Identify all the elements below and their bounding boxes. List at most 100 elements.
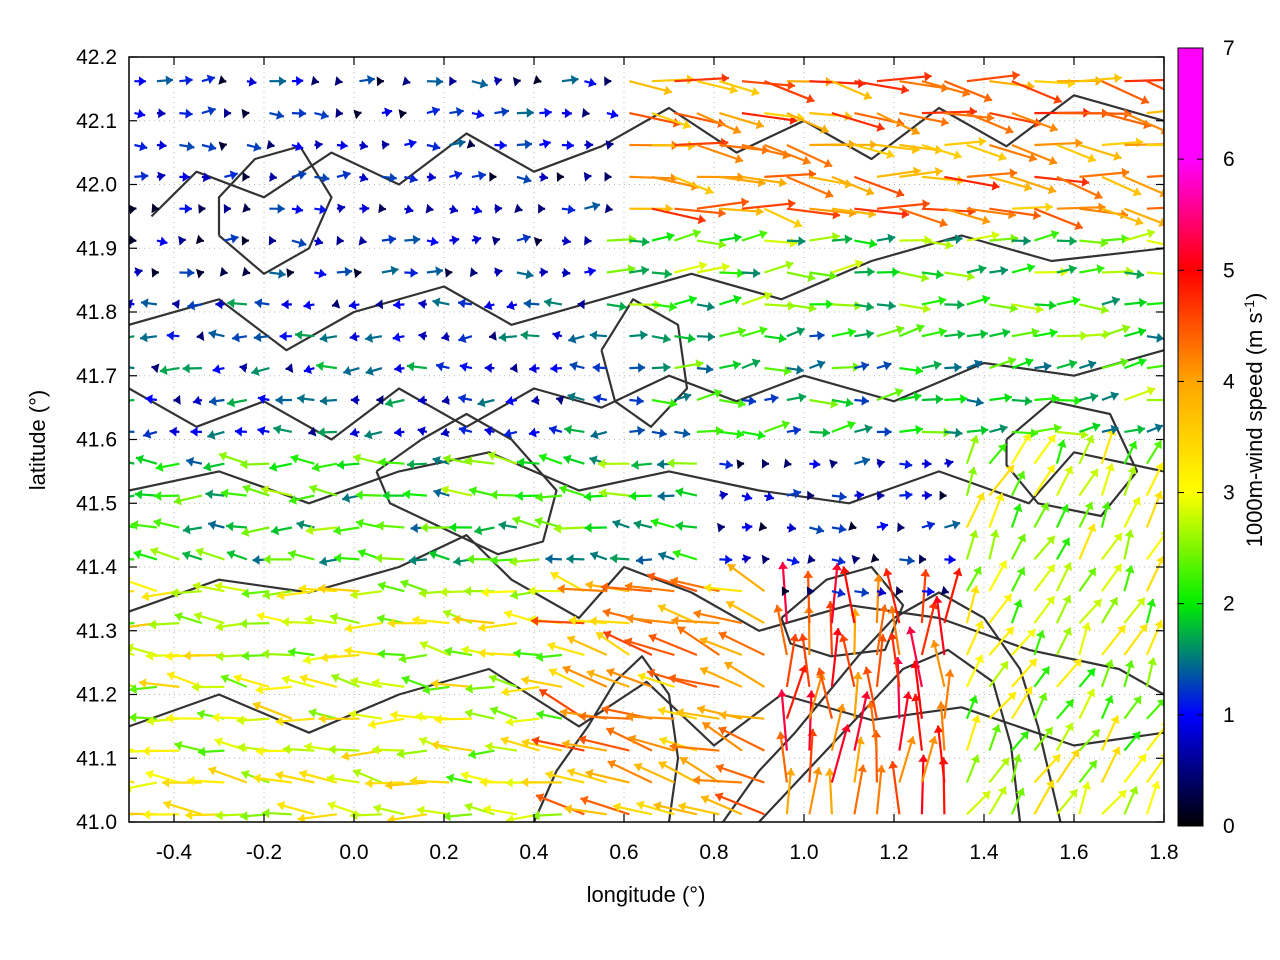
wind-arrow-head <box>522 233 531 244</box>
wind-arrow <box>651 428 667 439</box>
wind-arrow-head <box>682 119 691 130</box>
wind-arrow-head <box>549 425 558 435</box>
wind-arrow <box>516 269 534 280</box>
wind-arrow <box>764 333 787 344</box>
wind-arrow <box>562 665 608 688</box>
wind-arrow-head <box>336 235 344 246</box>
wind-arrow-head <box>165 75 173 86</box>
wind-arrow-head <box>474 525 483 536</box>
wind-arrow <box>1056 698 1075 720</box>
wind-arrow-shaft <box>875 574 880 624</box>
wind-arrow <box>142 746 180 757</box>
wind-arrow-head <box>641 265 649 276</box>
wind-arrow-shaft <box>1011 80 1063 103</box>
wind-arrow-head <box>793 218 802 228</box>
wind-arrow-head <box>904 459 913 470</box>
wind-arrow <box>854 266 875 277</box>
wind-arrow-head <box>1091 729 1100 738</box>
wind-arrow-head <box>978 264 987 275</box>
wind-arrow-head <box>215 651 224 662</box>
wind-arrow-head <box>751 358 761 368</box>
wind-arrow <box>297 393 315 404</box>
wind-arrow <box>237 742 270 753</box>
wind-arrow <box>561 140 574 151</box>
wind-arrow-head <box>1094 190 1103 200</box>
wind-arrow <box>624 581 675 593</box>
wind-arrow <box>156 108 166 119</box>
wind-arrow-head <box>473 235 482 245</box>
wind-arrow <box>246 76 257 87</box>
wind-arrow-head <box>153 518 162 528</box>
wind-arrow-head <box>564 424 572 435</box>
wind-arrow-head <box>458 333 467 344</box>
wind-arrow-head <box>734 154 743 164</box>
wind-arrow <box>850 608 861 656</box>
wind-arrow <box>557 583 607 594</box>
wind-arrow-shaft <box>876 169 921 178</box>
wind-arrow <box>966 70 1020 83</box>
wind-arrow-head <box>371 678 380 688</box>
wind-arrow <box>449 107 464 117</box>
wind-arrow-shaft <box>842 566 856 624</box>
wind-arrow <box>279 331 292 342</box>
wind-arrow-head <box>528 585 536 596</box>
wind-arrow <box>520 330 540 341</box>
wind-arrow-head <box>257 426 266 436</box>
wind-arrow <box>1079 237 1109 248</box>
wind-arrow <box>696 425 724 436</box>
wind-arrow-head <box>521 777 529 788</box>
wind-arrow-head <box>915 424 923 435</box>
wind-arrow-head <box>1109 597 1118 607</box>
wind-arrow-head <box>922 199 930 210</box>
wind-arrow <box>485 741 518 752</box>
wind-arrow-head <box>1045 780 1055 789</box>
wind-arrow-head <box>824 768 835 776</box>
wind-arrow-head <box>350 427 359 438</box>
wind-arrow-head <box>327 801 336 811</box>
wind-arrow-head <box>119 427 126 437</box>
wind-arrow <box>921 490 932 501</box>
wind-arrow <box>404 234 421 245</box>
wind-arrow <box>1079 392 1099 403</box>
wind-arrow-head <box>286 268 294 278</box>
wind-arrow-head <box>539 453 548 463</box>
wind-arrow-shaft <box>696 200 749 210</box>
wind-arrow-head <box>407 459 415 470</box>
wind-arrow-head <box>539 689 548 698</box>
wind-arrow-head <box>983 93 992 103</box>
wind-arrow-head <box>969 435 980 444</box>
wind-arrow <box>1033 753 1062 784</box>
wind-arrow <box>944 458 954 469</box>
wind-arrow-head <box>520 330 528 341</box>
wind-arrow-shaft <box>1124 207 1164 225</box>
wind-arrow <box>584 235 592 246</box>
wind-arrow <box>474 525 495 536</box>
wind-arrow <box>809 427 831 438</box>
wind-arrow-shaft <box>914 693 923 751</box>
wind-arrow-head <box>1131 497 1141 506</box>
wind-arrow-head <box>187 267 195 278</box>
wind-arrow-head <box>1020 731 1029 740</box>
wind-arrow-head <box>887 233 896 244</box>
wind-arrow <box>219 266 228 277</box>
wind-arrow-head <box>239 363 248 373</box>
wind-arrow-head <box>405 204 414 215</box>
wind-arrow-head <box>129 235 137 246</box>
wind-arrow-head <box>816 524 824 535</box>
wind-arrow <box>736 459 745 470</box>
wind-arrow <box>966 168 1018 179</box>
wind-arrow-head <box>281 617 289 627</box>
wind-arrow <box>606 234 637 245</box>
wind-arrow-head <box>146 716 154 726</box>
wind-arrow-head <box>636 395 644 406</box>
wind-arrow-head <box>159 365 168 376</box>
wind-arrow-head <box>991 180 1000 191</box>
wind-arrow-head <box>933 725 944 733</box>
wind-arrow <box>179 171 190 182</box>
wind-arrow-head <box>415 711 423 722</box>
wind-arrow <box>464 708 495 720</box>
wind-arrow-head <box>567 392 576 402</box>
wind-arrow-head <box>567 204 576 215</box>
wind-arrow <box>1034 300 1057 311</box>
